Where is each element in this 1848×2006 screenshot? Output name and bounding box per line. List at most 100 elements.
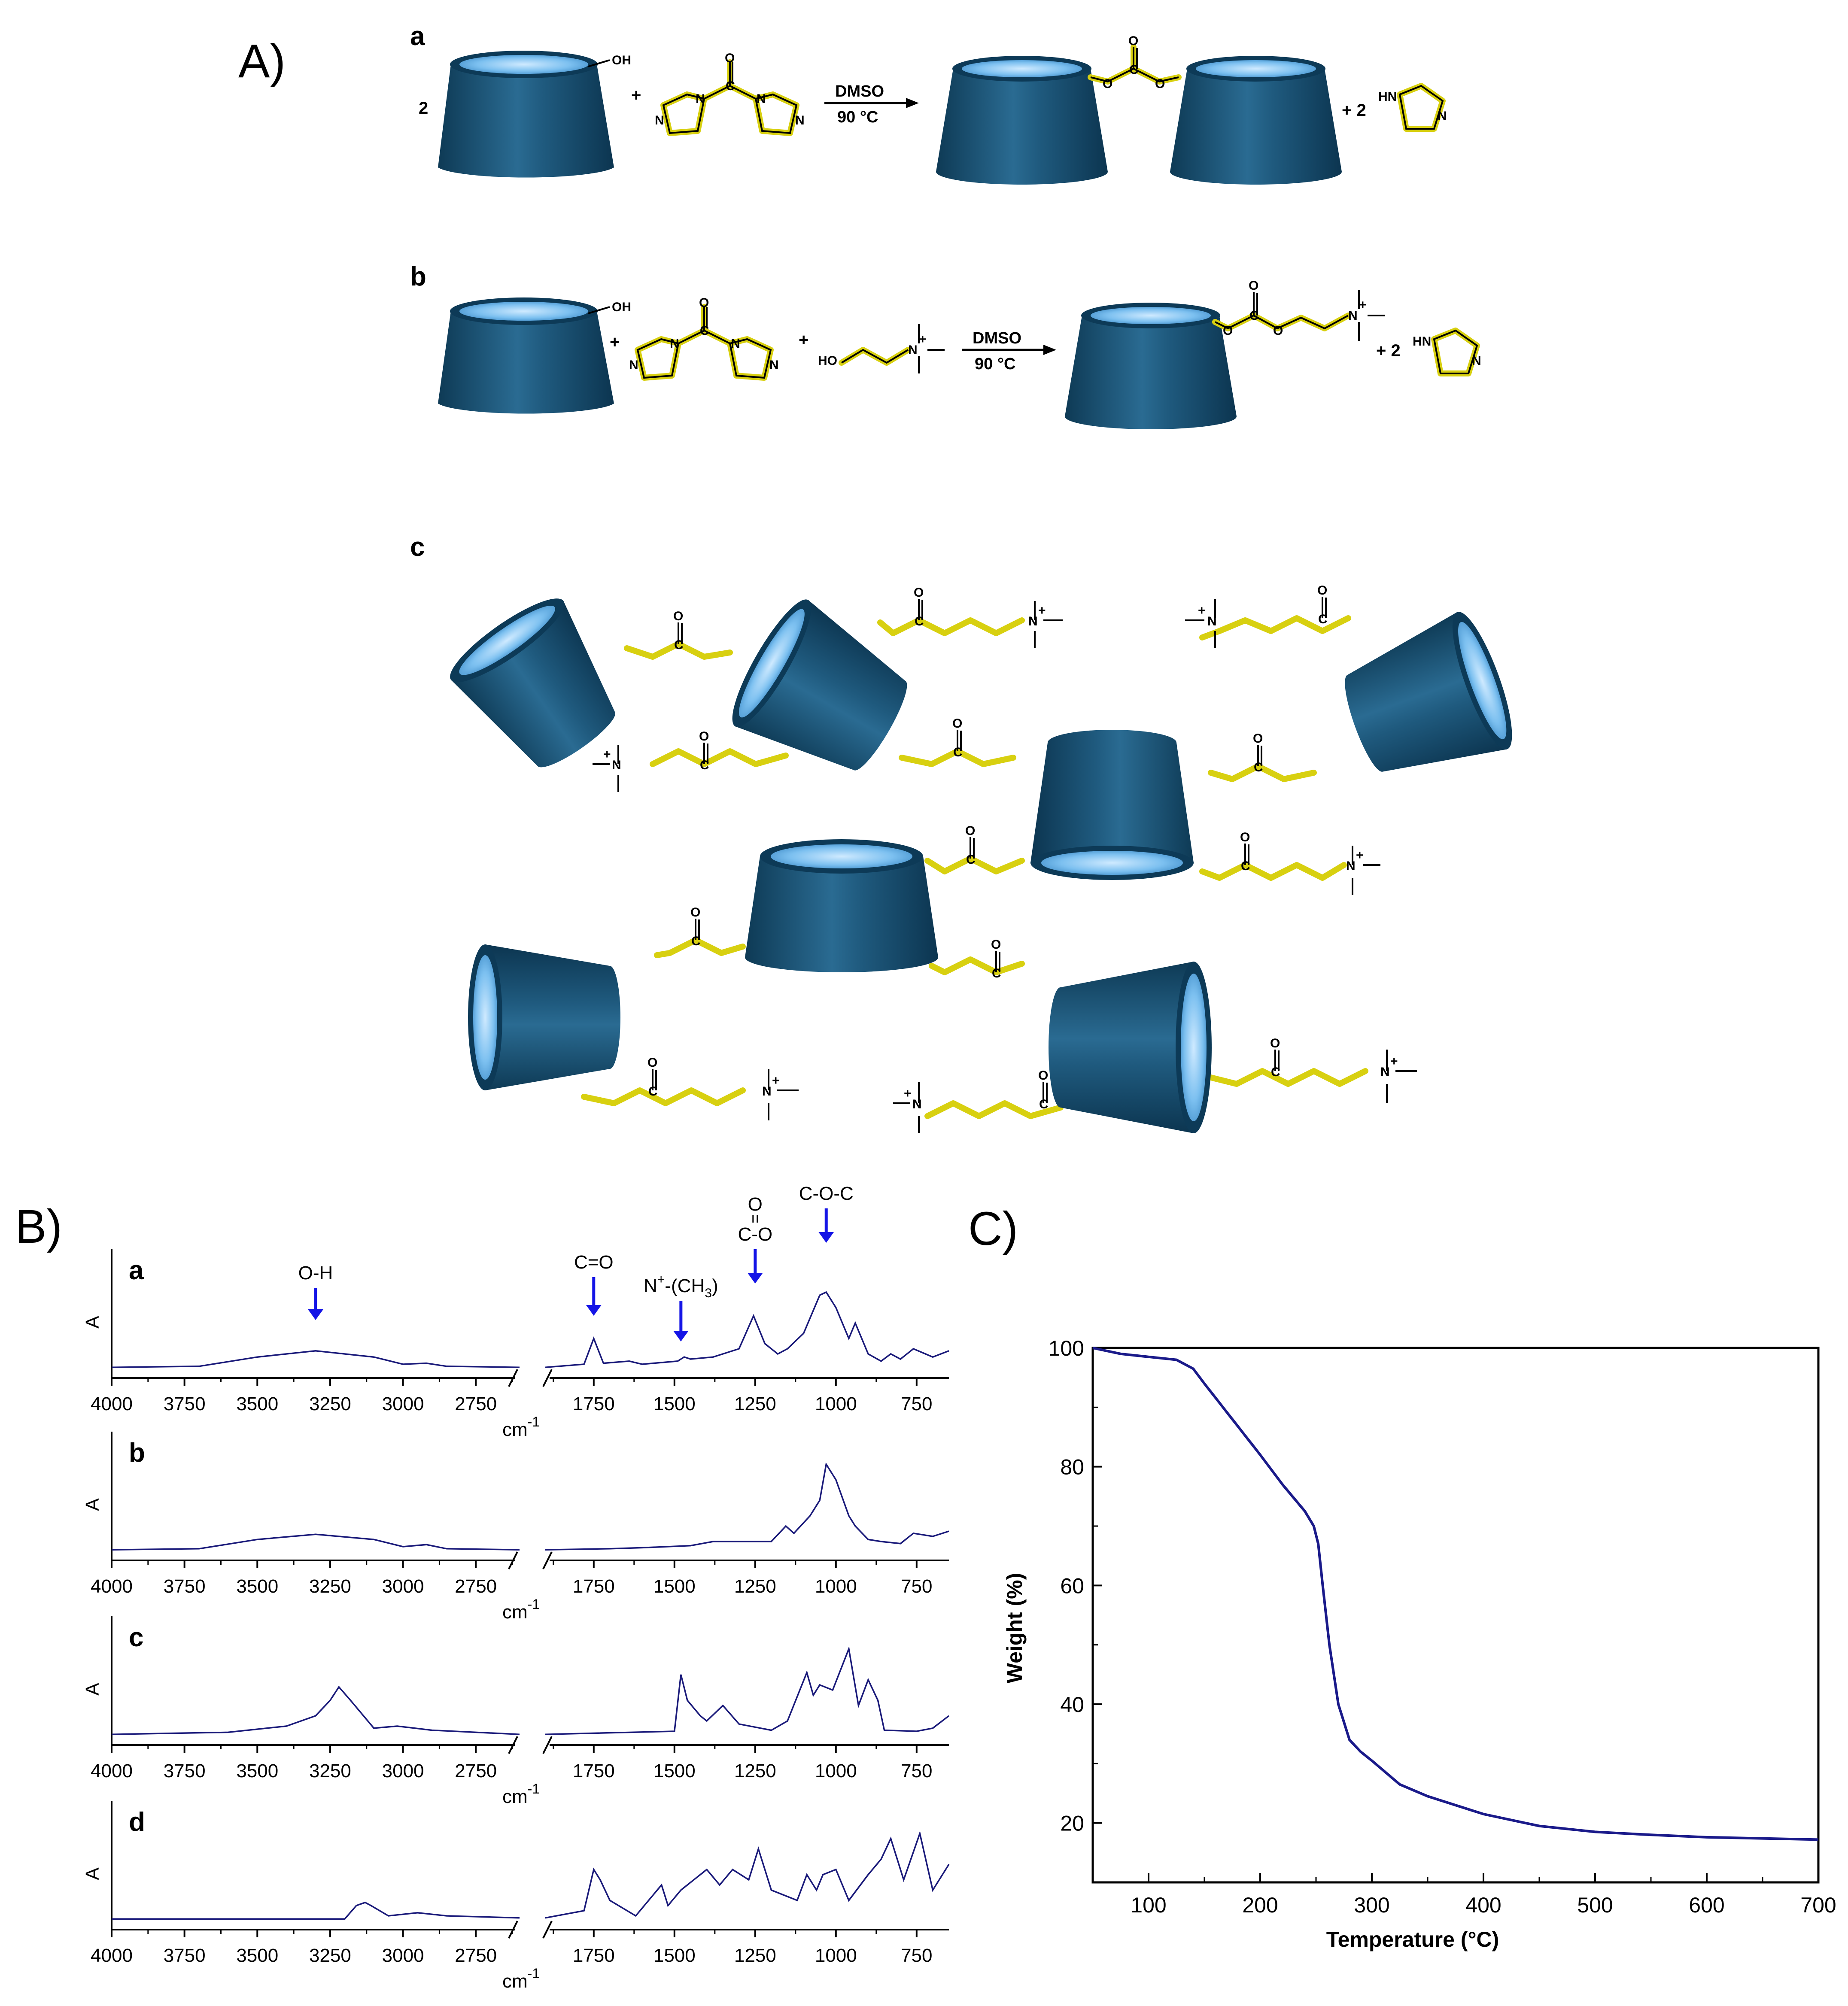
carbonate-linker-a: O C O O: [1088, 34, 1182, 91]
ir-sub-letter: a: [129, 1256, 144, 1285]
tga-y-tick-label: 60: [1060, 1574, 1084, 1598]
net-n-2: N: [1207, 614, 1217, 628]
ir-tick-label: 2750: [455, 1393, 497, 1414]
net-n-6: N: [912, 1097, 922, 1111]
imidazole-product-a: HN N: [1378, 83, 1447, 132]
net-c-2: C: [915, 614, 924, 628]
ir-tick-label: 750: [901, 1576, 932, 1597]
ir-subpanel-d: 4000 3750 3500 3250 3000 2750 1750 1500 1250 1000…: [82, 1801, 950, 1992]
ir-tick-label: 1750: [573, 1945, 615, 1966]
ir-spectra: 4000 3750 3500 3250 3000 2750 1750 1500 1250 1000…: [82, 1183, 950, 1992]
cyclodextrin-cup-b1: [438, 297, 614, 414]
cdi-carbonyl-o-b: O: [699, 296, 709, 310]
ir-tick-label: 1000: [815, 1945, 857, 1966]
net-o-3: O: [1317, 583, 1327, 598]
ir-tick-label: 3250: [309, 1576, 351, 1597]
ir-tick-label: 3500: [236, 1576, 278, 1597]
net-c-3: C: [1318, 612, 1328, 626]
linker-o-left-a: O: [1103, 77, 1112, 91]
axis-break-mark: [508, 1736, 553, 1754]
carbonate-c-b: C: [1249, 309, 1259, 323]
ir-tick-label: 1000: [815, 1393, 857, 1414]
temperature-label-a: 90 °C: [837, 108, 878, 126]
panel-a-label: A): [238, 35, 286, 88]
tga-x-tick-label: 300: [1354, 1893, 1389, 1917]
annotation-arrowhead: [818, 1232, 834, 1243]
net-n-7: N: [1380, 1065, 1390, 1079]
net-c-12: C: [1039, 1097, 1049, 1111]
annotation-carbonate-o: O: [748, 1194, 763, 1215]
ir-tick-label: 2750: [455, 1760, 497, 1781]
imidazole-n-a: N: [1438, 109, 1447, 123]
net-o-8: O: [1240, 830, 1250, 844]
ir-tick-label: 1250: [734, 1945, 776, 1966]
net-charge-6: +: [904, 1086, 912, 1101]
ir-annotations: O-H C=O N+-(CH3) O C-O C-O-C: [298, 1183, 854, 1341]
cdi-n1-a: N: [696, 92, 705, 106]
net-o-12: O: [1038, 1068, 1048, 1083]
ir-spectrum-right: [545, 1291, 949, 1368]
carbonate-o-top-b: O: [1249, 279, 1258, 293]
linker-c-a: C: [1129, 63, 1139, 77]
net-o-10: O: [991, 938, 1001, 952]
ir-tick-label: 1250: [734, 1760, 776, 1781]
ir-x-unit: cm-1: [502, 1596, 540, 1623]
choline-molecule-b: HO N +: [818, 324, 945, 373]
imidazole-n-b: N: [1472, 354, 1481, 368]
ir-tick-label: 3250: [309, 1760, 351, 1781]
net-c-5: C: [953, 745, 963, 759]
ir-tick-label: 750: [901, 1945, 932, 1966]
cdi-n4-b: N: [769, 358, 779, 372]
net-n-5: N: [762, 1084, 772, 1099]
ir-tick-label: 3500: [236, 1393, 278, 1414]
cdi-carbonyl-o-a: O: [725, 51, 735, 65]
cdi-n3-b: N: [629, 358, 638, 372]
ir-tick-label: 750: [901, 1393, 932, 1414]
cyclodextrin-cup-a3: [1170, 56, 1342, 185]
cyclodextrin-cup-a1: [438, 51, 614, 178]
choline-n-b: N: [908, 343, 918, 357]
tga-weight-curve: [1092, 1347, 1819, 1841]
plus-a1: +: [631, 86, 641, 105]
cdi-carbon-b: C: [700, 324, 709, 338]
cdi-molecule-b: O C N N N N: [629, 296, 779, 381]
ir-tick-label: 4000: [91, 1576, 133, 1597]
net-c-9: C: [691, 934, 701, 948]
ir-y-label: A: [82, 1498, 103, 1511]
axis-break-mark: [508, 1369, 553, 1387]
ir-tick-label: 1500: [653, 1760, 696, 1781]
ir-spectrum-right: [545, 1646, 950, 1735]
ir-x-unit: cm-1: [502, 1414, 540, 1440]
carbonate-o-left-b: O: [1223, 324, 1233, 338]
solvent-label-a: DMSO: [835, 82, 884, 100]
annotation-arrowhead: [308, 1309, 323, 1320]
net-o-4: O: [699, 729, 709, 744]
choline-ho-b: HO: [818, 354, 837, 368]
tga-x-tick-label: 400: [1465, 1893, 1501, 1917]
ir-spectrum-left: [111, 1533, 520, 1551]
tga-y-axis-label: Weight (%): [1003, 1573, 1027, 1683]
tga-x-tick-label: 700: [1800, 1893, 1836, 1917]
net-charge-7: +: [1390, 1054, 1398, 1068]
carbonate-o-right-b: O: [1273, 324, 1283, 338]
ir-spectrum-left: [111, 1350, 520, 1368]
cdi-n2-b: N: [731, 337, 740, 351]
ir-tick-label: 1750: [573, 1576, 615, 1597]
ir-tick-label: 3500: [236, 1760, 278, 1781]
ir-tick-label: 3250: [309, 1393, 351, 1414]
ir-tick-label: 1000: [815, 1576, 857, 1597]
ir-tick-label: 1250: [734, 1393, 776, 1414]
imidazole-hn-a: HN: [1378, 90, 1397, 104]
choline-charge-b: +: [919, 332, 927, 346]
cdi-n2-a: N: [757, 92, 766, 106]
ir-spectrum-right: [545, 1462, 949, 1551]
ir-spectrum-right: [545, 1830, 950, 1919]
net-o-2: O: [914, 586, 924, 600]
ir-tick-label: 1250: [734, 1576, 776, 1597]
solvent-label-b: DMSO: [973, 329, 1021, 347]
net-o-9: O: [690, 905, 700, 920]
axis-break-mark: [508, 1921, 553, 1939]
ir-tick-label: 3750: [164, 1945, 206, 1966]
ir-y-label: A: [82, 1316, 103, 1329]
